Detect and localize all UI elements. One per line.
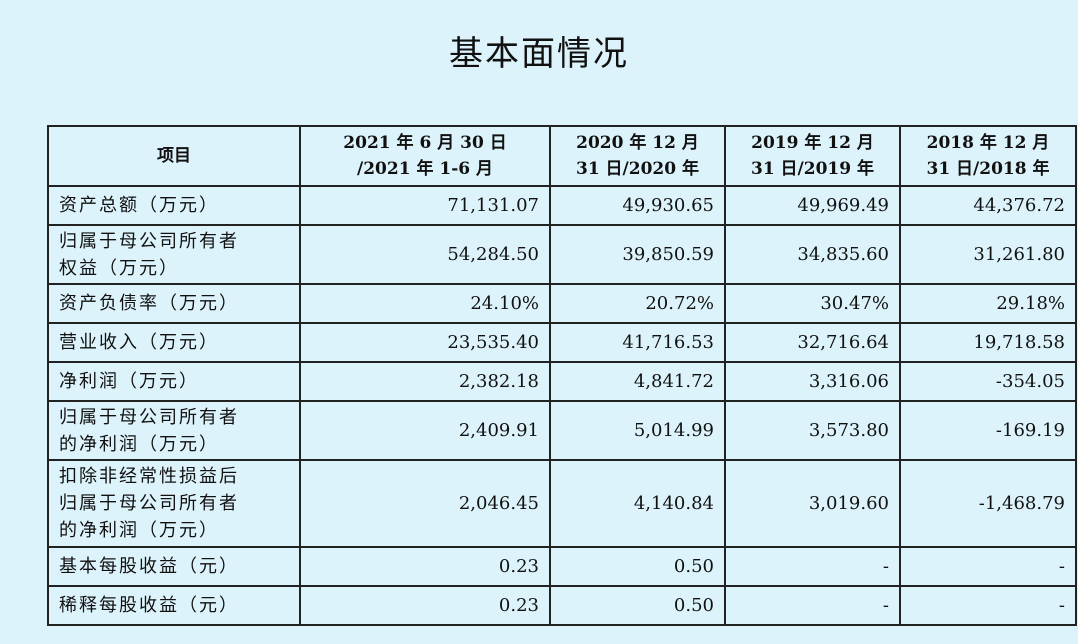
row-value: 54,284.50 [299,224,551,285]
page-title: 基本面情况 [449,34,629,74]
table-row: 基本每股收益（元） 0.23 0.50- - [47,546,1077,587]
row-value: 49,969.49 [724,185,901,226]
financial-table: 项目 2021 年 6 月 30 日 /2021 年 1-6 月 2020 年 … [47,125,1077,626]
row-label: 扣除非经常性损益后 归属于母公司所有者 的净利润（万元） [47,459,301,548]
row-value: 23,535.40 [299,322,551,363]
row-value: 31,261.80 [899,224,1077,285]
table-row: 稀释每股收益（元） 0.23 0.50- - [47,585,1077,626]
row-value: 44,376.72 [899,185,1077,226]
row-label: 资产负债率（万元） [47,283,301,324]
row-label: 资产总额（万元） [47,185,301,226]
row-value: 39,850.59 [549,224,726,285]
table-row: 扣除非经常性损益后 归属于母公司所有者 的净利润（万元） 2,046.45 4,140.… [47,459,1077,548]
row-value: - [724,585,901,626]
row-value: -1,468.79 [899,459,1077,548]
row-value: - [899,585,1077,626]
row-value: 30.47% [724,283,901,324]
row-value: - [724,546,901,587]
table-header-row: 项目 2021 年 6 月 30 日 /2021 年 1-6 月 2020 年 … [47,125,1077,187]
row-value: 2,409.91 [299,400,551,461]
row-value: 20.72% [549,283,726,324]
row-value: 71,131.07 [299,185,551,226]
header-2019: 2019 年 12 月 31 日/2019 年 [724,125,901,187]
row-label: 归属于母公司所有者 权益（万元） [47,224,301,285]
table-body: 资产总额（万元） 71,131.07 49,930.65 49,969.49 44,37… [47,185,1077,626]
header-item: 项目 [47,125,301,187]
row-value: 34,835.60 [724,224,901,285]
row-value: -169.19 [899,400,1077,461]
row-value: 49,930.65 [549,185,726,226]
row-label: 净利润（万元） [47,361,301,402]
row-label: 基本每股收益（元） [47,546,301,587]
row-label: 归属于母公司所有者 的净利润（万元） [47,400,301,461]
row-value: 0.23 [299,546,551,587]
row-value: -354.05 [899,361,1077,402]
table-row: 资产总额（万元） 71,131.07 49,930.65 49,969.49 44,37… [47,185,1077,226]
header-2018: 2018 年 12 月 31 日/2018 年 [899,125,1077,187]
header-2020: 2020 年 12 月 31 日/2020 年 [549,125,726,187]
row-value: 3,019.60 [724,459,901,548]
row-value: 32,716.64 [724,322,901,363]
table-row: 资产负债率（万元） 24.10% 20.72% 30.47% 29.18% [47,283,1077,324]
row-value: 5,014.99 [549,400,726,461]
row-value: 3,316.06 [724,361,901,402]
row-value: 0.23 [299,585,551,626]
row-value: 2,046.45 [299,459,551,548]
header-2021h1: 2021 年 6 月 30 日 /2021 年 1-6 月 [299,125,551,187]
row-value: 0.50 [549,546,726,587]
row-value: 2,382.18 [299,361,551,402]
table-row: 归属于母公司所有者 权益（万元） 54,284.50 39,850.59 34,835.… [47,224,1077,285]
row-value: 41,716.53 [549,322,726,363]
table-row: 营业收入（万元） 23,535.40 41,716.53 32,716.64 19,71… [47,322,1077,363]
row-value: 4,140.84 [549,459,726,548]
row-value: 4,841.72 [549,361,726,402]
row-label: 营业收入（万元） [47,322,301,363]
row-value: 3,573.80 [724,400,901,461]
row-value: - [899,546,1077,587]
row-value: 19,718.58 [899,322,1077,363]
row-value: 24.10% [299,283,551,324]
row-label: 稀释每股收益（元） [47,585,301,626]
row-value: 0.50 [549,585,726,626]
table-row: 归属于母公司所有者 的净利润（万元） 2,409.91 5,014.99 3,573.8… [47,400,1077,461]
row-value: 29.18% [899,283,1077,324]
table-row: 净利润（万元） 2,382.18 4,841.72 3,316.06 -354.05 [47,361,1077,402]
